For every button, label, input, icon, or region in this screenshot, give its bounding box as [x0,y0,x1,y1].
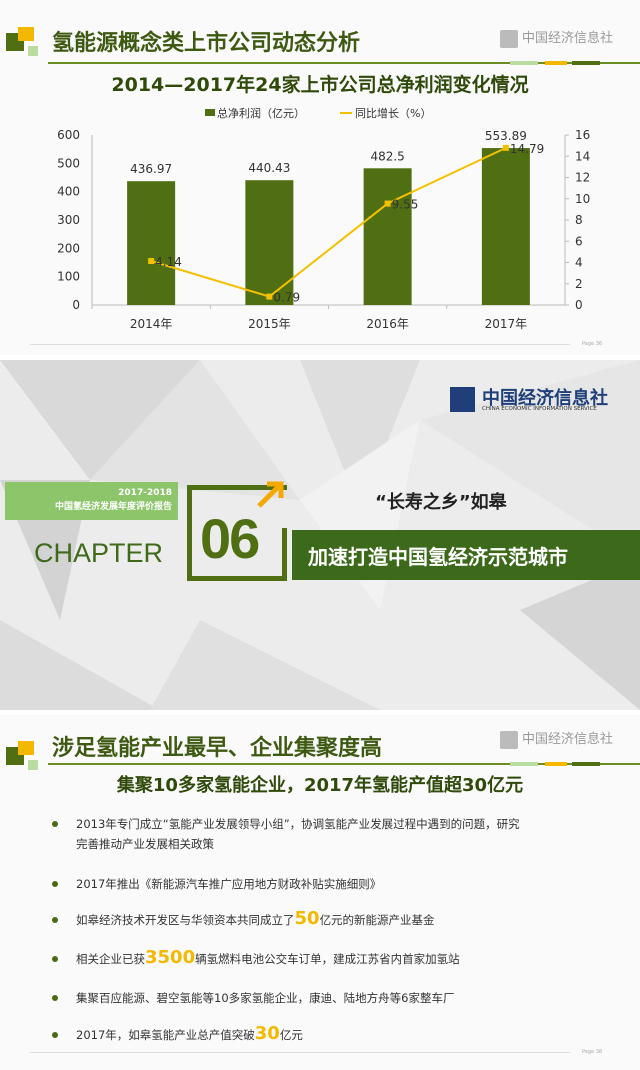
left-tick-label: 500 [57,156,80,170]
polygon-background [0,360,640,710]
logo-subtext: CHINA ECONOMIC INFORMATION SERVICE [482,406,597,412]
slide-title: 氢能源概念类上市公司动态分析 [52,31,361,56]
left-tick-label: 600 [57,128,80,142]
line-data-label: 14.79 [510,142,544,156]
line-data-label: 4.14 [155,255,182,269]
header-decoration-icon [18,27,34,41]
left-tick-label: 100 [57,270,80,284]
bar-data-label: 553.89 [485,129,527,143]
chapter-title-banner [292,530,640,580]
x-tick-label: 2014年 [130,317,173,331]
slide-chapter-cover: 中国经济信息社 CHINA ECONOMIC INFORMATION SERVI… [0,360,640,710]
line-data-label: 0.79 [273,291,300,305]
x-tick-label: 2017年 [485,317,528,331]
right-tick-label: 14 [575,149,590,163]
bar-data-label: 482.5 [370,149,404,163]
chart: 总净利润（亿元） 同比增长（%） 0 100 200 300 400 500 600 0 2 4 6 8 1… [57,106,590,331]
header-decoration-icon [28,760,38,770]
x-tick-label: 2015年 [248,317,291,331]
chapter-title: 加速打造中国氢经济示范城市 [308,545,568,569]
growth-line [150,146,507,298]
line-point [384,200,391,207]
x-tick-label: 2016年 [366,317,409,331]
report-name: 中国氢经济发展年度评价报告 [54,502,172,512]
right-tick-label: 6 [575,234,583,248]
chapter-bracket [187,485,287,581]
chapter-number: 06 [200,507,260,570]
right-tick-label: 8 [575,213,583,227]
chapter-subtitle: “长寿之乡”如皋 [375,492,507,513]
slide-profit-chart: 氢能源概念类上市公司动态分析 中国经济信息社 2014—2017年24家上市公司… [0,0,640,355]
page-number: Page 38 [582,1049,603,1055]
line-data-label: 9.55 [392,198,419,212]
arrow-up-right-icon [257,481,284,508]
bar [363,168,412,305]
header-divider [48,62,640,64]
slide-subtitle: 集聚10多家氢能企业，2017年氢能产值超30亿元 [116,775,524,796]
line-point [266,293,273,300]
header-decoration-icon [18,741,34,755]
right-tick-label: 0 [575,298,583,312]
line-point [502,144,509,151]
right-tick-label: 4 [575,256,583,270]
logo-text: 中国经济信息社 [482,388,608,409]
logo: 中国经济信息社 [500,728,613,749]
left-tick-label: 400 [57,185,80,199]
right-tick-label: 12 [575,171,590,185]
report-label: 2017-2018 中国氢经济发展年度评价报告 [5,482,178,520]
chapter-label: CHAPTER [34,538,164,568]
bar-data-label: 440.43 [248,161,290,175]
left-tick-label: 0 [72,298,80,312]
legend-bar-swatch [205,109,215,116]
report-year: 2017-2018 [118,488,172,498]
legend-bar-label: 总净利润（亿元） [217,106,305,120]
left-tick-label: 300 [57,213,80,227]
slide-industry: 涉足氢能产业最早、企业集聚度高 中国经济信息社 集聚10多家氢能企业，2017年… [0,715,640,1070]
logo-icon [450,387,475,412]
legend-line-label: 同比增长（%） [355,106,431,120]
right-tick-label: 16 [575,128,590,142]
chart-title: 2014—2017年24家上市公司总净利润变化情况 [111,74,529,96]
right-tick-label: 10 [575,192,590,206]
right-tick-label: 2 [575,277,583,291]
bar [481,148,530,305]
header-divider [48,763,640,765]
slide-title: 涉足氢能产业最早、企业集聚度高 [52,736,383,761]
left-tick-label: 200 [57,241,80,255]
header-decoration-icon [28,46,38,56]
line-point [148,258,155,265]
bar [245,180,294,305]
logo: 中国经济信息社 [500,27,613,48]
bar-data-label: 436.97 [130,162,172,176]
page-number: Page 36 [582,341,603,347]
bar [127,181,176,305]
